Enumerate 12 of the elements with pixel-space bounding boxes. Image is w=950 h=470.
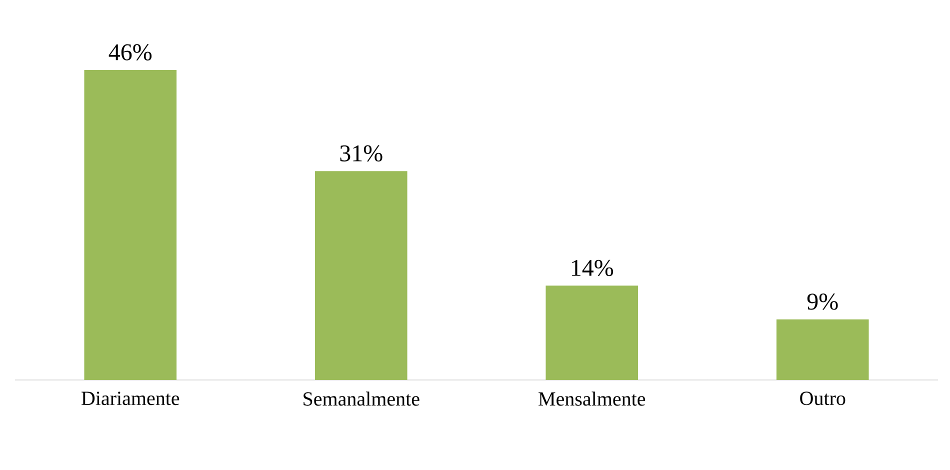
bar <box>546 286 638 380</box>
bar <box>776 319 869 380</box>
data-label: 9% <box>807 294 838 310</box>
bar <box>314 171 408 380</box>
data-label: 14% <box>572 260 614 276</box>
x-tick-label: Semanalmente <box>304 392 420 406</box>
x-tick-label: Diariamente <box>82 392 180 406</box>
bar <box>84 70 177 380</box>
x-tick-label: Mensalmente <box>538 392 646 406</box>
data-label: 46% <box>108 44 152 60</box>
x-tick-label: Outro <box>800 392 846 406</box>
data-label: 31% <box>340 145 382 162</box>
